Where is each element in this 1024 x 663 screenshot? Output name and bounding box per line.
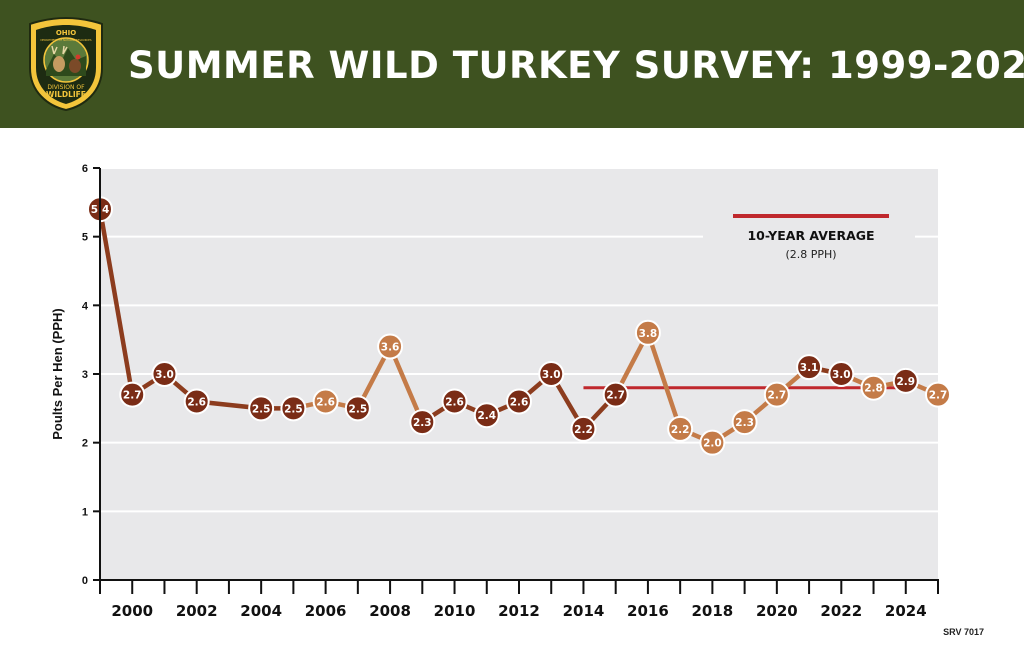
data-label: 2.5 — [349, 403, 368, 415]
data-point — [796, 354, 823, 381]
data-label: 2.7 — [929, 390, 948, 402]
logo-ohio-text: OHIO — [56, 29, 76, 37]
data-point — [119, 381, 146, 408]
data-point — [602, 381, 629, 408]
data-label: 2.4 — [477, 410, 496, 422]
data-label: 2.3 — [735, 417, 754, 429]
y-tick-label: 2 — [82, 438, 88, 450]
x-tick-label: 2000 — [111, 602, 153, 620]
y-tick-label: 0 — [82, 575, 88, 587]
x-tick-label: 2010 — [434, 602, 476, 620]
x-tick-label: 2012 — [498, 602, 540, 620]
axes: 0 1 2 3 4 5 6 2000 2002 2004 2006 2008 2010 2012 2014 2… — [82, 163, 939, 620]
data-point — [344, 395, 371, 422]
document-code: SRV 7017 — [943, 627, 984, 637]
series-segment — [97, 206, 135, 397]
data-point — [538, 361, 565, 387]
data-label: 2.6 — [510, 396, 529, 408]
data-label: 2.3 — [413, 417, 432, 429]
data-point — [699, 429, 726, 456]
y-tick-label: 1 — [82, 506, 88, 518]
data-point — [634, 319, 661, 346]
data-label: 2.2 — [574, 424, 593, 436]
data-label: 2.7 — [768, 390, 787, 402]
series-segment — [387, 344, 425, 425]
x-tick-label: 2022 — [820, 602, 862, 620]
data-point — [377, 333, 404, 360]
y-tick-label: 6 — [82, 163, 88, 175]
series-segment — [645, 330, 683, 432]
data-label: 2.6 — [445, 396, 464, 408]
data-point — [312, 388, 339, 415]
x-tick-label: 2008 — [369, 602, 411, 620]
data-point — [925, 381, 951, 408]
data-point — [473, 402, 500, 429]
legend-sublabel: (2.8 PPH) — [785, 248, 836, 261]
data-label: 3.0 — [542, 369, 561, 381]
data-point — [570, 415, 597, 442]
data-label: 2.8 — [864, 383, 883, 395]
data-point — [280, 395, 307, 422]
legend-label: 10-YEAR AVERAGE — [747, 228, 874, 243]
data-point — [892, 367, 919, 394]
legend: 10-YEAR AVERAGE (2.8 PPH) — [703, 214, 915, 269]
y-axis-label: Poults Per Hen (PPH) — [50, 308, 65, 439]
data-label: 2.6 — [187, 396, 206, 408]
logo-agency-arc-text: DEPARTMENT OF NATURAL RESOURCES — [40, 38, 91, 42]
ohio-division-of-wildlife-logo: OHIO DEPARTMENT OF NATURAL RESOURCES DIV… — [29, 16, 103, 112]
data-label: 2.0 — [703, 438, 722, 450]
data-label: 2.5 — [252, 403, 271, 415]
y-tick-label: 5 — [82, 232, 88, 244]
data-label: 3.8 — [639, 328, 658, 340]
data-point — [763, 381, 790, 408]
x-tick-label: 2002 — [176, 602, 218, 620]
line-chart: 5.42.73.02.62.52.52.62.53.62.32.62.42.63… — [50, 163, 951, 620]
data-point — [183, 388, 210, 415]
data-label: 3.0 — [832, 369, 851, 381]
data-point — [151, 361, 178, 387]
page-title: SUMMER WILD TURKEY SURVEY: 1999-2025 — [128, 44, 1024, 87]
data-point — [506, 388, 532, 415]
data-label: 3.6 — [381, 342, 400, 354]
data-point — [828, 361, 855, 387]
logo-division-text: DIVISION OF — [47, 84, 85, 91]
data-label: 2.2 — [671, 424, 690, 436]
data-label: 2.6 — [316, 396, 335, 408]
data-point — [441, 388, 468, 415]
header-banner: OHIO DEPARTMENT OF NATURAL RESOURCES DIV… — [0, 0, 1024, 128]
logo-wildlife-text: WILDLIFE — [46, 90, 86, 99]
data-point — [248, 395, 275, 422]
data-label: 3.0 — [155, 369, 174, 381]
y-tick-label: 3 — [82, 369, 88, 381]
y-tick-label: 4 — [82, 300, 89, 312]
data-point — [860, 374, 887, 401]
data-markers: 5.42.73.02.62.52.52.62.53.62.32.62.42.63… — [87, 196, 951, 456]
data-label: 2.7 — [606, 390, 625, 402]
data-label: 2.5 — [284, 403, 303, 415]
x-tick-label: 2004 — [240, 602, 282, 620]
data-point — [667, 415, 694, 442]
data-label: 2.7 — [123, 390, 142, 402]
data-point — [409, 409, 436, 436]
data-point — [731, 409, 758, 436]
data-label: 3.1 — [800, 362, 819, 374]
data-label: 2.9 — [896, 376, 915, 388]
x-tick-label: 2024 — [885, 602, 927, 620]
x-tick-label: 2016 — [627, 602, 669, 620]
legend-background — [703, 225, 915, 269]
x-tick-label: 2014 — [563, 602, 605, 620]
x-tick-label: 2020 — [756, 602, 798, 620]
x-tick-label: 2006 — [305, 602, 347, 620]
x-tick-label: 2018 — [692, 602, 734, 620]
